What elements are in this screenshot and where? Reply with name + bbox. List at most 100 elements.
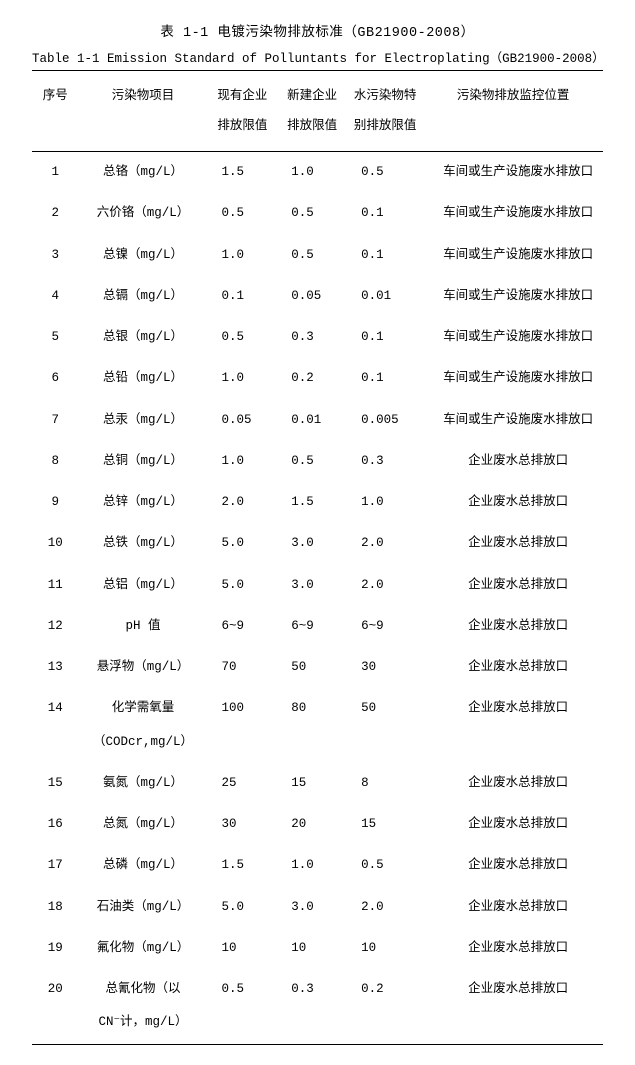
cell-v3: 8 <box>347 763 423 804</box>
cell-v1: 5.0 <box>208 565 278 606</box>
cell-seq: 5 <box>32 317 79 358</box>
cell-v3: 0.1 <box>347 235 423 276</box>
col-header-new-l2: 排放限值 <box>279 111 345 141</box>
cell-v2: 10 <box>277 928 347 969</box>
cell-seq: 8 <box>32 441 79 482</box>
cell-v3: 0.005 <box>347 400 423 441</box>
cell-item-line1: 总氰化物（以 <box>81 979 206 1000</box>
cell-location: 企业废水总排放口 <box>423 647 603 688</box>
cell-location: 企业废水总排放口 <box>423 763 603 804</box>
cell-seq: 17 <box>32 845 79 886</box>
col-header-existing-l1: 现有企业 <box>210 81 276 111</box>
table-row: 2六价铬（mg/L）0.50.50.1车间或生产设施废水排放口 <box>32 193 603 234</box>
cell-v1: 2.0 <box>208 482 278 523</box>
cell-location: 企业废水总排放口 <box>423 441 603 482</box>
cell-item-line1: 化学需氧量 <box>81 698 206 719</box>
cell-v3: 0.2 <box>347 969 423 1044</box>
cell-v2: 0.5 <box>277 441 347 482</box>
cell-v3: 0.5 <box>347 152 423 194</box>
cell-location: 车间或生产设施废水排放口 <box>423 358 603 399</box>
cell-v3: 0.01 <box>347 276 423 317</box>
cell-v1: 1.5 <box>208 152 278 194</box>
cell-v1: 0.5 <box>208 317 278 358</box>
cell-location: 企业废水总排放口 <box>423 845 603 886</box>
cell-seq: 13 <box>32 647 79 688</box>
cell-v2: 0.3 <box>277 317 347 358</box>
cell-location: 企业废水总排放口 <box>423 482 603 523</box>
cell-location: 车间或生产设施废水排放口 <box>423 400 603 441</box>
cell-v3: 0.1 <box>347 358 423 399</box>
cell-item: 总铜（mg/L） <box>79 441 208 482</box>
cell-v1: 5.0 <box>208 887 278 928</box>
cell-v1: 0.1 <box>208 276 278 317</box>
table-row: 8总铜（mg/L）1.00.50.3企业废水总排放口 <box>32 441 603 482</box>
cell-v1: 5.0 <box>208 523 278 564</box>
cell-v2: 1.0 <box>277 845 347 886</box>
cell-item: 总铅（mg/L） <box>79 358 208 399</box>
cell-v2: 20 <box>277 804 347 845</box>
table-title-cn: 表 1-1 电镀污染物排放标准（GB21900-2008） <box>32 20 603 41</box>
cell-location: 车间或生产设施废水排放口 <box>423 193 603 234</box>
col-header-existing: 现有企业 排放限值 <box>208 71 278 152</box>
cell-v1: 1.0 <box>208 441 278 482</box>
cell-v2: 0.05 <box>277 276 347 317</box>
cell-v3: 0.3 <box>347 441 423 482</box>
table-row: 12pH 值6~96~96~9企业废水总排放口 <box>32 606 603 647</box>
cell-location: 企业废水总排放口 <box>423 887 603 928</box>
cell-location: 车间或生产设施废水排放口 <box>423 152 603 194</box>
cell-item: 总汞（mg/L） <box>79 400 208 441</box>
table-row: 7总汞（mg/L）0.050.010.005车间或生产设施废水排放口 <box>32 400 603 441</box>
cell-seq: 9 <box>32 482 79 523</box>
table-row: 5总银（mg/L）0.50.30.1车间或生产设施废水排放口 <box>32 317 603 358</box>
table-row: 19氟化物（mg/L）101010企业废水总排放口 <box>32 928 603 969</box>
cell-seq: 20 <box>32 969 79 1044</box>
cell-item: 化学需氧量 （CODcr,mg/L） <box>79 688 208 763</box>
table-row: 1总铬（mg/L）1.51.00.5车间或生产设施废水排放口 <box>32 152 603 194</box>
cell-v1: 25 <box>208 763 278 804</box>
cell-v1: 100 <box>208 688 278 763</box>
cell-v1: 30 <box>208 804 278 845</box>
cell-seq: 10 <box>32 523 79 564</box>
cell-item: 总银（mg/L） <box>79 317 208 358</box>
cell-v3: 0.1 <box>347 317 423 358</box>
table-row: 6总铅（mg/L）1.00.20.1车间或生产设施废水排放口 <box>32 358 603 399</box>
cell-item: 总氮（mg/L） <box>79 804 208 845</box>
cell-seq: 11 <box>32 565 79 606</box>
cell-v3: 6~9 <box>347 606 423 647</box>
cell-v2: 1.0 <box>277 152 347 194</box>
cell-v2: 80 <box>277 688 347 763</box>
cell-v3: 30 <box>347 647 423 688</box>
table-row: 3总镍（mg/L）1.00.50.1车间或生产设施废水排放口 <box>32 235 603 276</box>
cell-v2: 0.01 <box>277 400 347 441</box>
cell-v2: 3.0 <box>277 523 347 564</box>
cell-v2: 1.5 <box>277 482 347 523</box>
cell-v1: 0.5 <box>208 193 278 234</box>
table-row: 20总氰化物（以CN⁻计，mg/L）0.50.30.2企业废水总排放口 <box>32 969 603 1044</box>
cell-location: 企业废水总排放口 <box>423 523 603 564</box>
cell-item: 总镍（mg/L） <box>79 235 208 276</box>
cell-item: 总铝（mg/L） <box>79 565 208 606</box>
cell-v1: 1.0 <box>208 235 278 276</box>
cell-v2: 3.0 <box>277 565 347 606</box>
cell-item-line2: CN⁻计，mg/L） <box>81 1012 206 1033</box>
col-header-seq: 序号 <box>32 71 79 152</box>
table-row: 15氨氮（mg/L）25158企业废水总排放口 <box>32 763 603 804</box>
cell-item-line2: （CODcr,mg/L） <box>81 732 206 753</box>
table-row: 13悬浮物（mg/L）705030企业废水总排放口 <box>32 647 603 688</box>
cell-v2: 15 <box>277 763 347 804</box>
cell-v2: 0.5 <box>277 193 347 234</box>
table-row: 14化学需氧量（CODcr,mg/L）1008050企业废水总排放口 <box>32 688 603 763</box>
table-row: 17总磷（mg/L）1.51.00.5企业废水总排放口 <box>32 845 603 886</box>
cell-v3: 1.0 <box>347 482 423 523</box>
cell-location: 车间或生产设施废水排放口 <box>423 317 603 358</box>
cell-seq: 18 <box>32 887 79 928</box>
cell-location: 车间或生产设施废水排放口 <box>423 276 603 317</box>
cell-item: 总铬（mg/L） <box>79 152 208 194</box>
cell-item: 六价铬（mg/L） <box>79 193 208 234</box>
cell-item: pH 值 <box>79 606 208 647</box>
table-title-en: Table 1-1 Emission Standard of Polluntan… <box>32 47 603 66</box>
cell-item: 总锌（mg/L） <box>79 482 208 523</box>
cell-v1: 1.5 <box>208 845 278 886</box>
cell-location: 企业废水总排放口 <box>423 969 603 1044</box>
cell-v2: 0.5 <box>277 235 347 276</box>
